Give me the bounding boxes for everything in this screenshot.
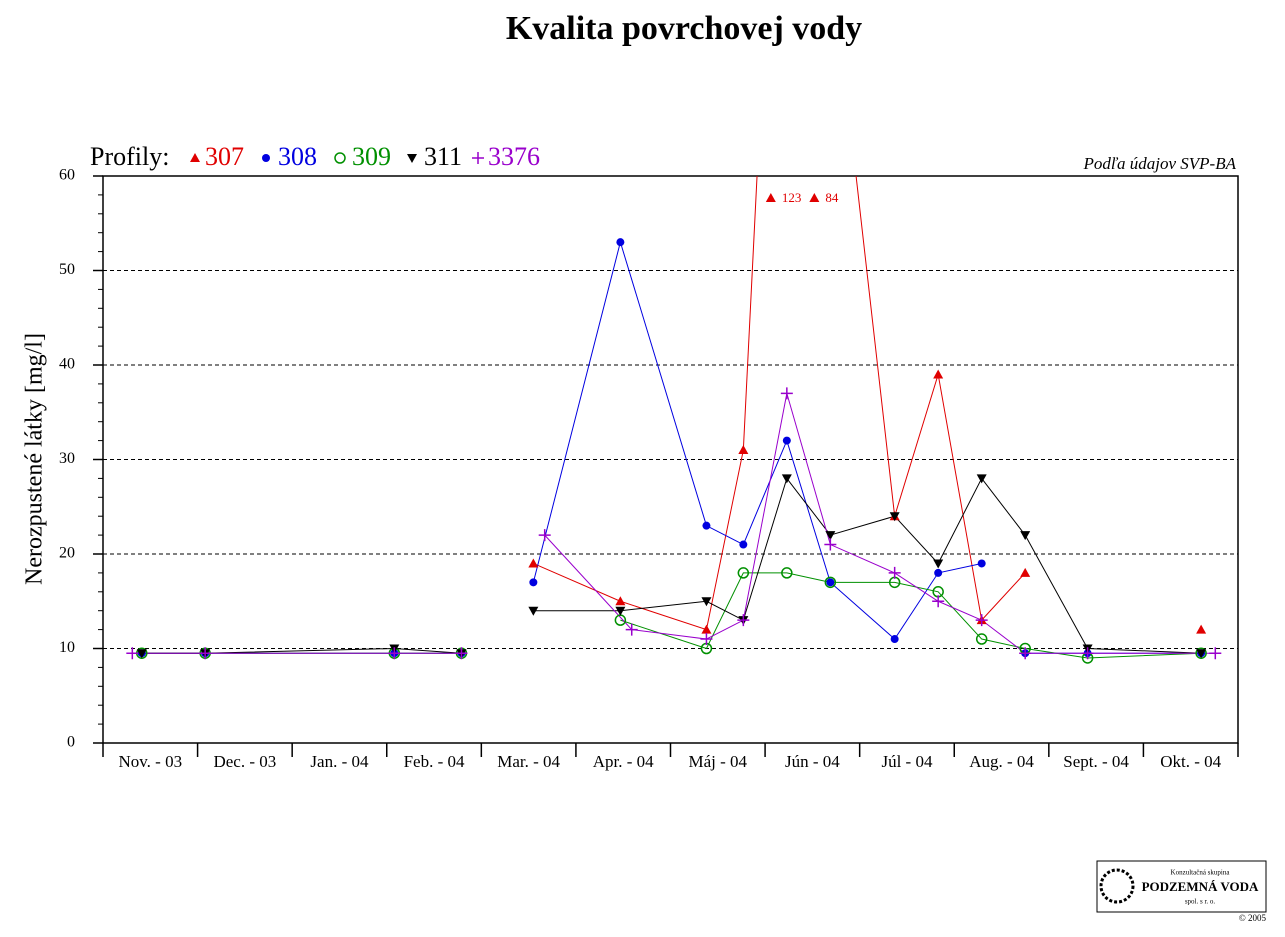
marker [780,387,793,400]
marker [616,238,625,247]
x-tick-label: Nov. - 03 [118,752,182,771]
logo-text: Konzultačná skupina [1171,869,1231,877]
y-axis-label: Nerozpustené látky [mg/l] [22,333,48,585]
marker [933,559,944,569]
offscale-label: 123 [782,190,802,205]
chart-title: Kvalita povrchovej vody [506,10,862,47]
y-tick-label: 0 [67,734,75,751]
marker [528,606,539,616]
marker [809,193,820,202]
logo-icon [1099,868,1135,904]
marker [738,445,749,455]
x-tick-label: Apr. - 04 [593,752,654,771]
series-line [532,240,982,640]
marker [701,624,712,634]
marker [1081,647,1094,660]
legend-label: 3376 [488,142,540,171]
marker [781,567,793,579]
marker [1020,531,1031,541]
y-tick-label: 10 [59,639,75,656]
y-tick-label: 60 [59,167,75,184]
marker [199,647,212,660]
legend-label: 307 [205,142,244,171]
marker [781,474,792,484]
x-tick-label: Sept. - 04 [1063,752,1129,771]
marker [1019,647,1032,660]
marker [1196,624,1207,634]
series-line [544,393,1216,654]
x-tick-label: Jan. - 04 [310,752,369,771]
legend-marker [472,152,484,164]
marker [1020,567,1031,577]
marker [975,614,988,627]
marker [529,578,538,587]
y-tick-label: 40 [59,356,75,373]
legend-marker [334,152,346,164]
legend-label: 308 [278,142,317,171]
marker [388,647,401,660]
series-line [620,572,1202,659]
marker [932,595,945,608]
plot-layer [132,176,1216,659]
marker [1196,649,1207,659]
series-line [533,176,1026,631]
legend-title: Profily: [90,142,169,171]
y-tick-label: 30 [59,450,75,467]
logo-frame [1096,860,1267,913]
x-tick-label: Mar. - 04 [497,752,560,771]
logo-text: spol. s r. o. [1185,898,1216,906]
marker [824,538,837,551]
legend-marker [262,154,270,162]
marker [933,369,944,379]
legend-marker [190,153,200,162]
marker [136,649,147,659]
marker [888,566,901,579]
marker [889,512,900,522]
legend-label: 309 [352,142,391,171]
x-tick-label: Júl - 04 [881,752,933,771]
y-tick-label: 20 [59,545,75,562]
x-tick-label: Máj - 04 [689,752,748,771]
marker [615,606,626,616]
offscale-label: 84 [825,190,839,205]
marker [976,474,987,484]
y-tick-label: 50 [59,261,75,278]
marker [528,558,539,568]
legend-label: 311 [424,142,462,171]
logo-copyright: © 2005 [1239,913,1267,923]
marker [824,576,837,589]
legend-marker [407,154,417,163]
series-line [141,647,462,654]
marker [701,597,712,607]
marker [615,596,626,606]
marker [977,559,986,568]
x-tick-label: Jún - 04 [785,752,840,771]
x-tick-label: Aug. - 04 [969,752,1034,771]
marker [739,540,748,549]
marker [538,529,551,542]
logo: Konzultačná skupina PODZEMNÁ VODA spol. … [1096,860,1267,923]
marker [737,567,750,579]
marker [782,436,791,445]
source-note: Podľa údajov SVP-BA [1082,154,1236,173]
marker [625,623,638,636]
marker [126,647,139,660]
marker [825,531,836,541]
series-line [533,477,1202,654]
marker [934,568,943,577]
x-tick-label: Feb. - 04 [404,752,465,771]
marker [455,647,468,660]
marker [890,635,899,644]
marker [737,614,750,627]
marker [1209,647,1222,660]
logo-text: PODZEMNÁ VODA [1142,879,1259,894]
x-tick-label: Dec. - 03 [213,752,276,771]
x-tick-label: Okt. - 04 [1160,752,1221,771]
marker [702,521,711,530]
marker [700,633,713,646]
marker [975,633,988,645]
marker [765,193,776,202]
marker [826,578,835,587]
